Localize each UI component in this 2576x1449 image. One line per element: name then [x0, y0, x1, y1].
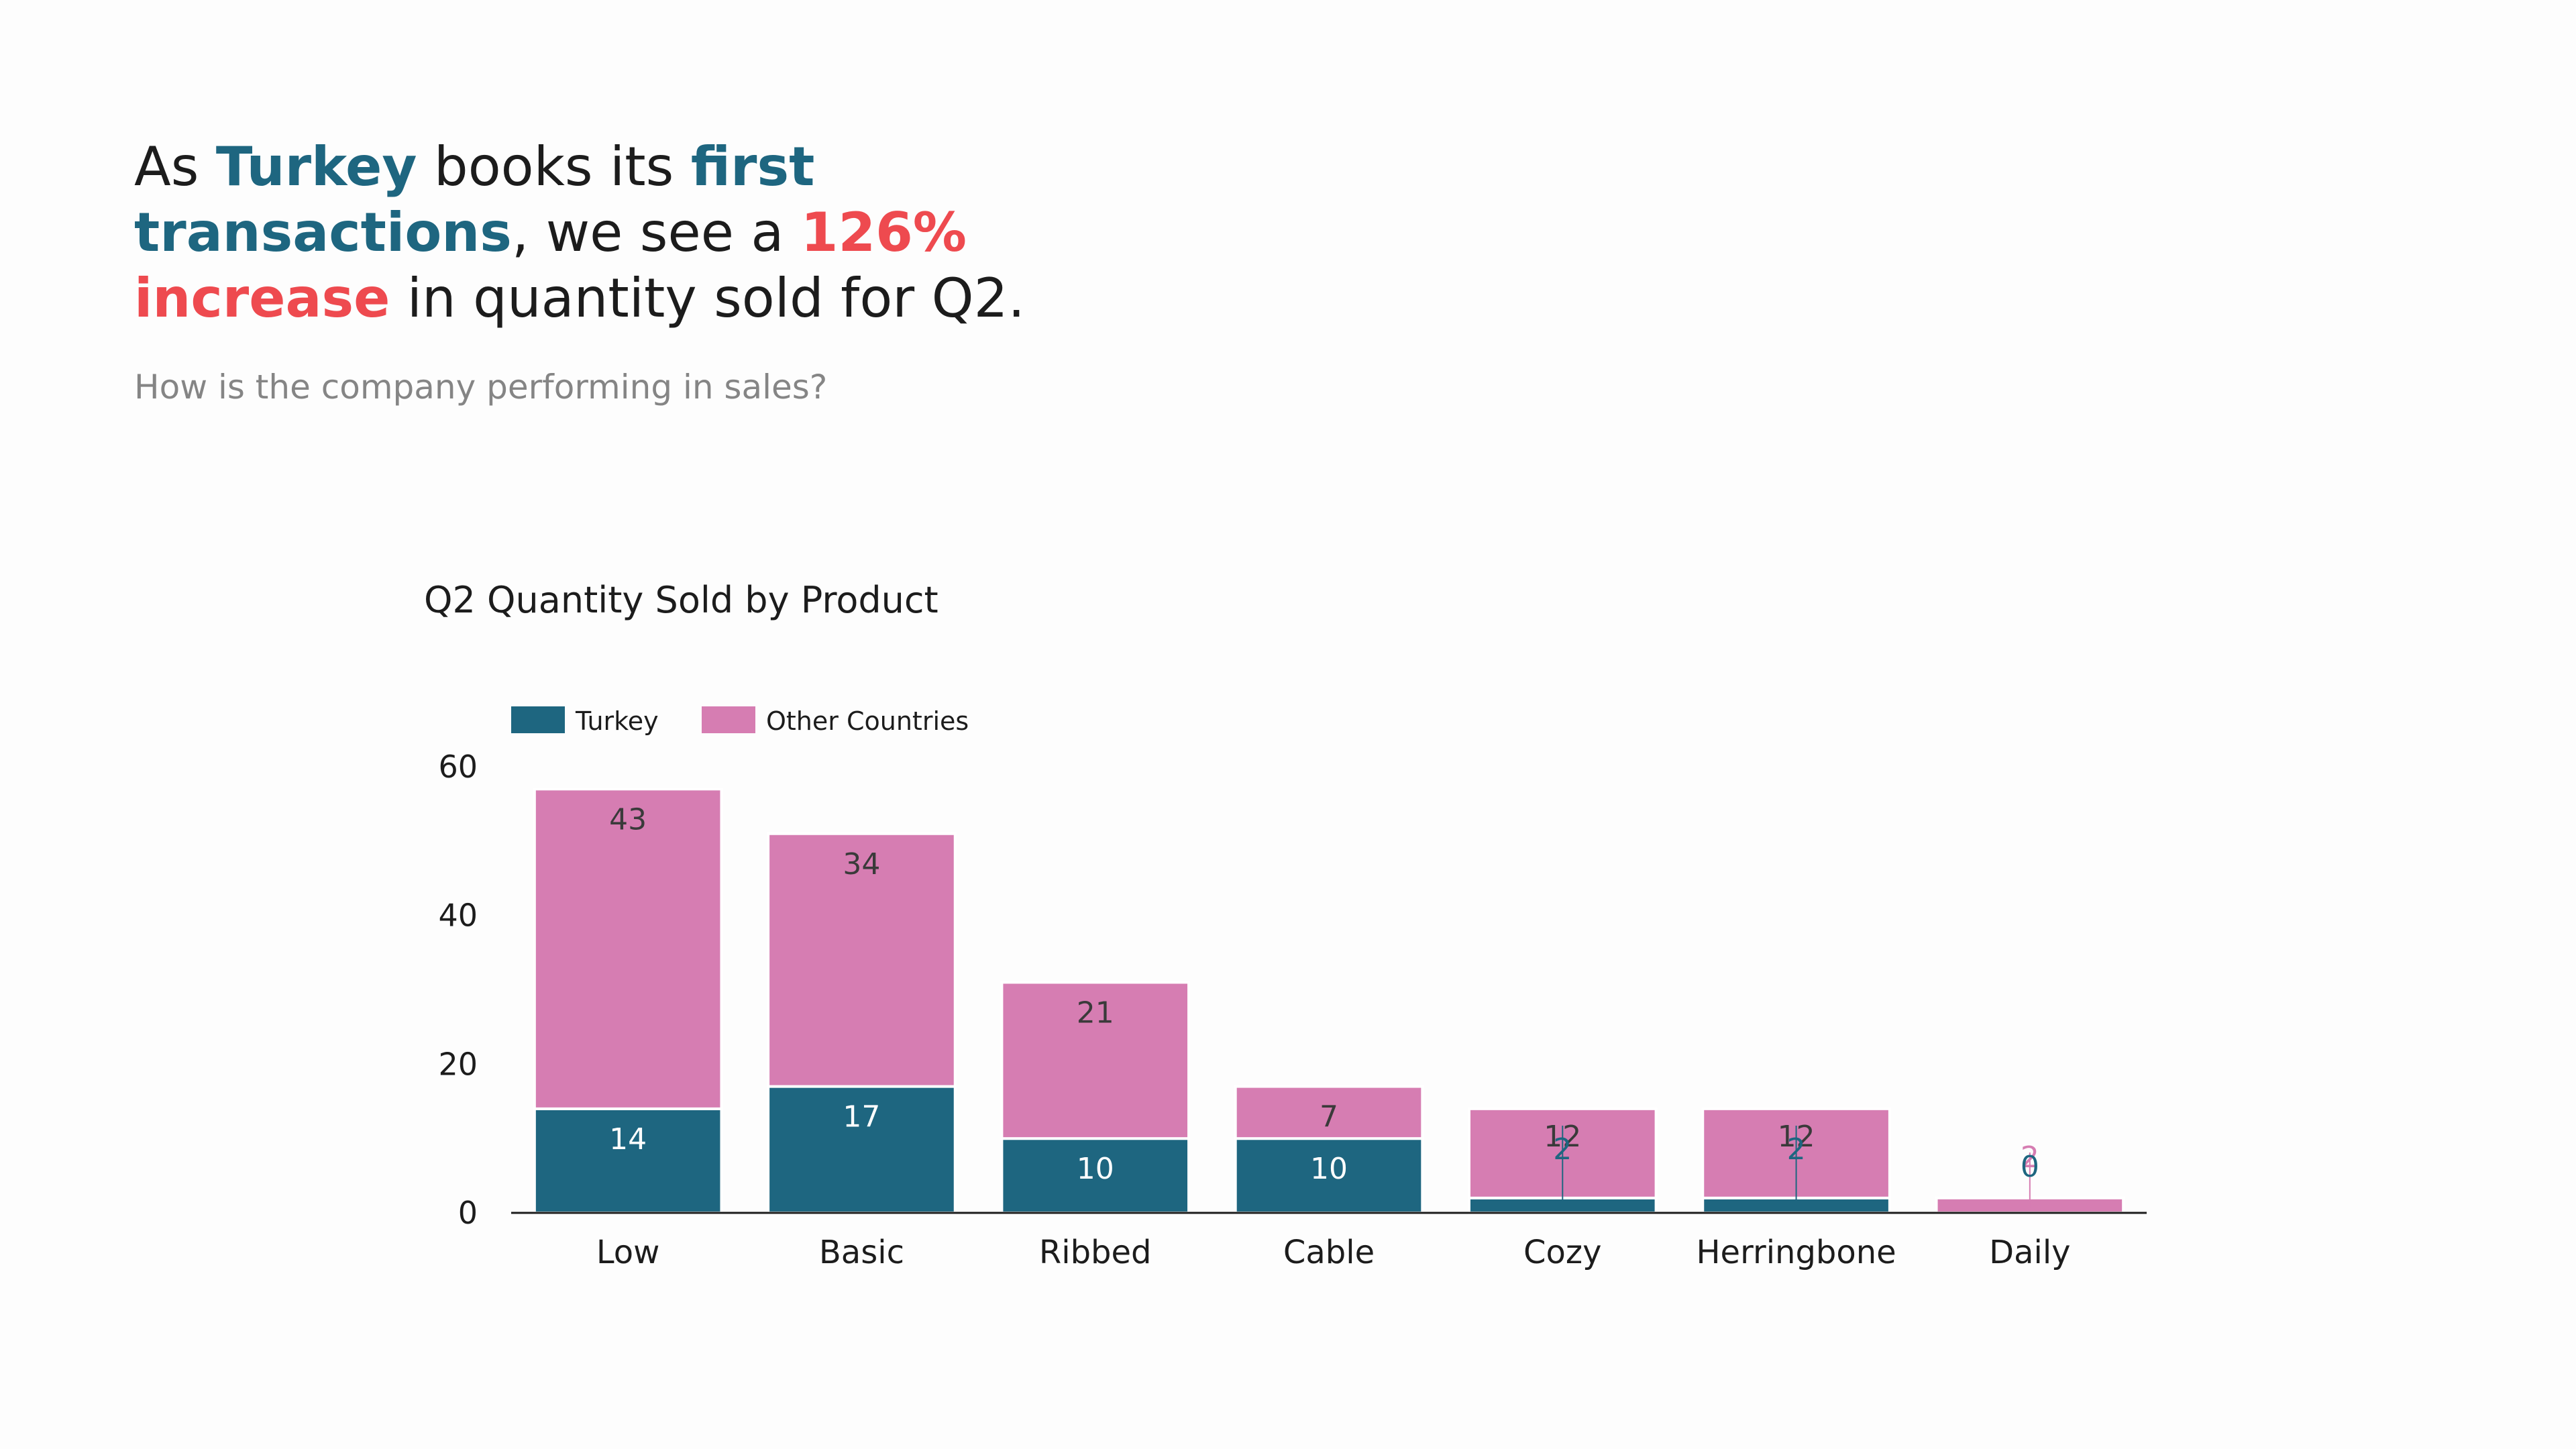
chart-title: Q2 Quantity Sold by Product [424, 579, 938, 621]
data-label-turkey: 10 [1310, 1152, 1348, 1186]
x-tick-label: Low [596, 1234, 660, 1271]
headline-part: books its [417, 136, 691, 198]
headline-highlight-first-transactions: first transactions [134, 136, 815, 264]
headline-highlight-turkey: Turkey [215, 136, 417, 198]
x-tick-label: Basic [819, 1234, 904, 1271]
data-label-turkey: 2 [1787, 1132, 1806, 1167]
headline-part: , we see a [511, 201, 801, 264]
legend: Turkey Other Countries [511, 706, 969, 736]
x-tick-label: Daily [1989, 1234, 2070, 1271]
x-axis: Low Basic Ribbed Cable Cozy Herringbone Daily [511, 1212, 2147, 1271]
y-tick-label: 0 [458, 1195, 478, 1231]
x-tick-label: Ribbed [1039, 1234, 1152, 1271]
data-label-other-countries: 12 [1544, 1120, 1581, 1154]
legend-label-other-countries: Other Countries [766, 706, 969, 736]
bar-other-countries [1234, 1085, 1424, 1140]
x-tick-label: Cozy [1523, 1234, 1601, 1271]
data-label-turkey: 0 [2021, 1150, 2039, 1184]
headline-highlight-increase: 126% increase [134, 201, 967, 329]
y-tick-label: 40 [438, 898, 478, 934]
bar-other-countries [767, 832, 957, 1088]
y-axis: 0 20 40 60 [438, 749, 478, 1231]
legend-swatch-other-countries [702, 706, 755, 733]
subtitle: How is the company performing in sales? [134, 368, 828, 407]
legend-swatch-turkey [511, 706, 565, 733]
bar-turkey [533, 1107, 723, 1215]
data-label-turkey: 2 [1553, 1132, 1572, 1167]
y-tick-label: 60 [438, 749, 478, 785]
data-label-other-countries: 21 [1077, 996, 1114, 1030]
data-label-other-countries: 7 [1320, 1100, 1338, 1134]
data-label-other-countries: 34 [843, 847, 880, 881]
bar-other-countries [533, 788, 723, 1110]
legend-label-turkey: Turkey [575, 706, 659, 736]
data-label-other-countries: 12 [1778, 1120, 1815, 1154]
data-label-turkey: 17 [843, 1100, 880, 1134]
x-tick-label: Herringbone [1696, 1234, 1896, 1271]
data-label-turkey: 14 [609, 1122, 647, 1157]
headline-part: in quantity sold for Q2. [390, 267, 1025, 329]
bar-turkey [767, 1085, 957, 1215]
headline-part: As [134, 136, 216, 198]
x-tick-label: Cable [1283, 1234, 1375, 1271]
bar-other-countries [1000, 981, 1191, 1140]
data-label-other-countries: 2 [2021, 1140, 2039, 1175]
bar-turkey [1234, 1137, 1424, 1214]
data-label-turkey: 10 [1077, 1152, 1114, 1186]
y-tick-label: 20 [438, 1046, 478, 1082]
data-label-other-countries: 43 [609, 802, 647, 837]
headline: As Turkey books its first transactions, … [134, 134, 1073, 331]
